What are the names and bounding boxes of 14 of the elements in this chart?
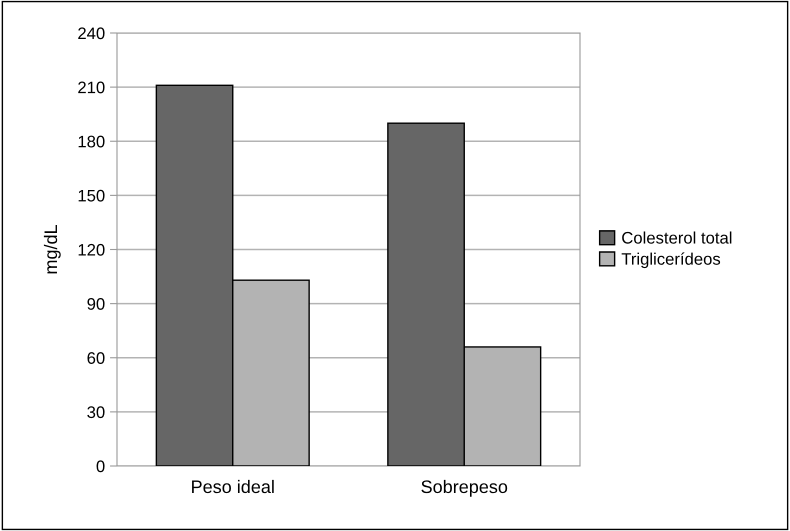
y-tick-label: 210	[78, 82, 105, 94]
y-tick-label: 150	[78, 190, 105, 202]
y-tick-label: 180	[78, 136, 105, 148]
x-tick-label: Sobrepeso	[421, 480, 508, 497]
y-axis-title: mg/dL	[44, 225, 61, 274]
y-tick-label: 30	[87, 406, 105, 418]
x-tick-label: Peso ideal	[192, 480, 274, 494]
y-tick-label: 0	[96, 460, 105, 472]
y-tick-label: 120	[78, 244, 105, 256]
legend-label: Colesterol total	[622, 231, 732, 244]
y-tick-label: 90	[87, 298, 105, 310]
y-tick-label: 60	[88, 352, 105, 364]
legend-label: Triglicerídeos	[622, 252, 720, 268]
y-tick-label: 240	[78, 27, 105, 40]
